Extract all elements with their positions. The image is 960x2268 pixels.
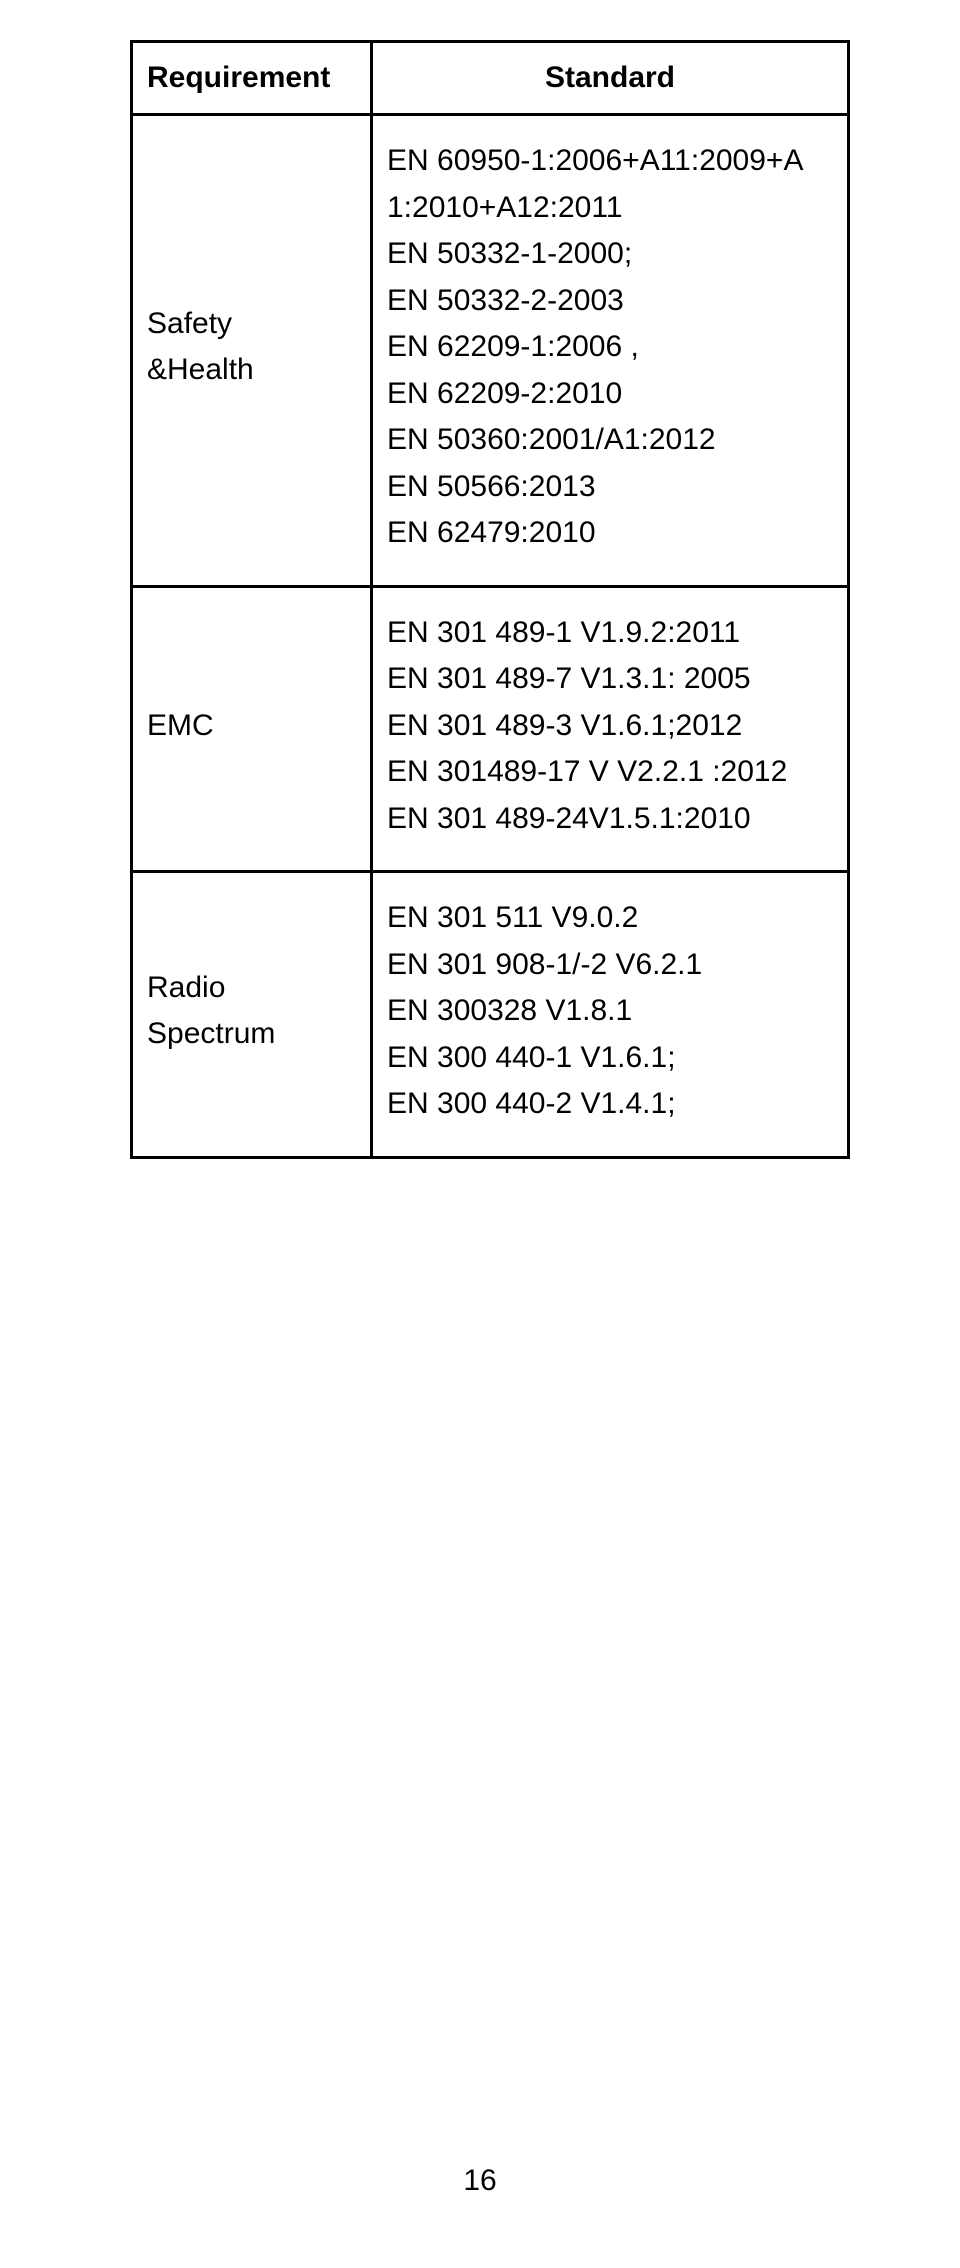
std-line: 1:2010+A12:2011 (387, 185, 837, 232)
cell-standard: EN 301 489-1 V1.9.2:2011 EN 301 489-7 V1… (372, 586, 849, 872)
req-line: EMC (147, 703, 360, 750)
page: Requirement Standard Safety &Health EN 6… (0, 0, 960, 2268)
header-standard: Standard (372, 42, 849, 115)
std-line: EN 62209-1:2006 , (387, 324, 837, 371)
cell-requirement: Safety &Health (132, 115, 372, 587)
cell-standard: EN 60950-1:2006+A11:2009+A 1:2010+A12:20… (372, 115, 849, 587)
std-line: EN 300328 V1.8.1 (387, 988, 837, 1035)
std-line: EN 50360:2001/A1:2012 (387, 417, 837, 464)
req-line: Radio (147, 965, 360, 1012)
std-line: EN 301 489-1 V1.9.2:2011 (387, 610, 837, 657)
header-requirement: Requirement (132, 42, 372, 115)
std-line: EN 301 511 V9.0.2 (387, 895, 837, 942)
table-body: Safety &Health EN 60950-1:2006+A11:2009+… (132, 115, 849, 1158)
std-line: EN 300 440-1 V1.6.1; (387, 1035, 837, 1082)
std-line: EN 300 440-2 V1.4.1; (387, 1081, 837, 1128)
cell-requirement: EMC (132, 586, 372, 872)
req-line: Spectrum (147, 1011, 360, 1058)
std-line: EN 60950-1:2006+A11:2009+A (387, 138, 837, 185)
table-row: Safety &Health EN 60950-1:2006+A11:2009+… (132, 115, 849, 587)
req-line: Safety (147, 301, 360, 348)
std-line: EN 301 908-1/-2 V6.2.1 (387, 942, 837, 989)
std-line: EN 62479:2010 (387, 510, 837, 557)
page-number: 16 (0, 2164, 960, 2198)
std-line: EN 50332-1-2000; (387, 231, 837, 278)
std-line: EN 301 489-24V1.5.1:2010 (387, 796, 837, 843)
std-line: EN 62209-2:2010 (387, 371, 837, 418)
std-line: EN 50566:2013 (387, 464, 837, 511)
std-line: EN 301489-17 V V2.2.1 :2012 (387, 749, 837, 796)
table-header-row: Requirement Standard (132, 42, 849, 115)
table-row: Radio Spectrum EN 301 511 V9.0.2 EN 301 … (132, 872, 849, 1158)
table-row: EMC EN 301 489-1 V1.9.2:2011 EN 301 489-… (132, 586, 849, 872)
req-line: &Health (147, 347, 360, 394)
std-line: EN 301 489-7 V1.3.1: 2005 (387, 656, 837, 703)
std-line: EN 50332-2-2003 (387, 278, 837, 325)
std-line: EN 301 489-3 V1.6.1;2012 (387, 703, 837, 750)
cell-requirement: Radio Spectrum (132, 872, 372, 1158)
standards-table: Requirement Standard Safety &Health EN 6… (130, 40, 850, 1159)
cell-standard: EN 301 511 V9.0.2 EN 301 908-1/-2 V6.2.1… (372, 872, 849, 1158)
